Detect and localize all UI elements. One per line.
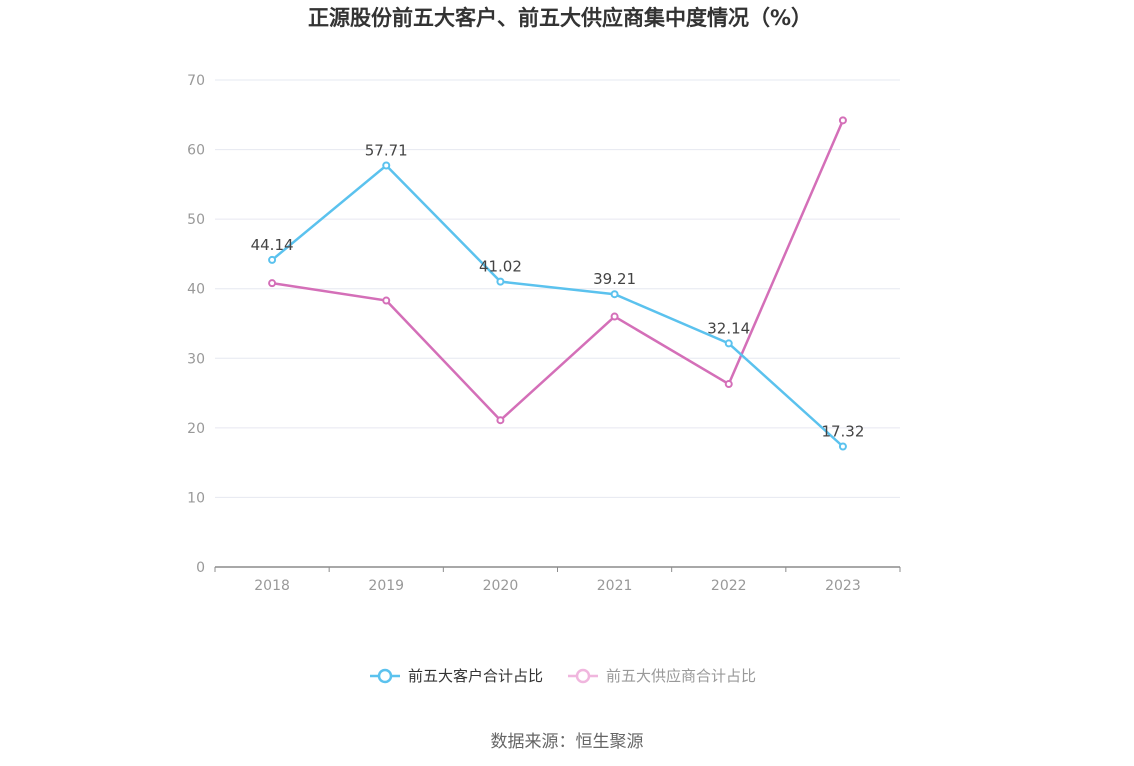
legend-marker bbox=[377, 668, 393, 684]
data-labels: 44.14 57.71 41.02 39.21 32.14 17.32 bbox=[251, 142, 865, 441]
chart-title: 正源股份前五大客户、前五大供应商集中度情况（%） bbox=[308, 6, 812, 30]
x-tick-label: 2021 bbox=[597, 578, 633, 594]
x-tick-label: 2022 bbox=[711, 578, 747, 594]
data-point[interactable] bbox=[382, 161, 391, 170]
y-tick-label: 20 bbox=[187, 421, 205, 437]
x-tick-label: 2020 bbox=[483, 578, 519, 594]
data-label: 57.71 bbox=[365, 142, 408, 160]
y-tick-label: 50 bbox=[187, 212, 205, 228]
legend[interactable]: 前五大客户合计占比 前五大供应商合计占比 bbox=[370, 667, 756, 685]
data-point[interactable] bbox=[268, 279, 277, 288]
y-tick-label: 0 bbox=[196, 560, 205, 576]
data-label: 41.02 bbox=[479, 258, 522, 276]
data-point[interactable] bbox=[496, 277, 505, 286]
axes: 0 10 20 30 40 50 60 70 2018 2019 2020 2021 2022 2023 bbox=[187, 73, 901, 594]
y-tick-label: 10 bbox=[187, 490, 205, 506]
data-point[interactable] bbox=[382, 296, 391, 305]
data-point[interactable] bbox=[838, 442, 847, 451]
data-label: 39.21 bbox=[593, 270, 636, 288]
legend-item-0[interactable]: 前五大客户合计占比 bbox=[370, 667, 543, 685]
y-tick-label: 40 bbox=[187, 282, 205, 298]
data-point[interactable] bbox=[610, 290, 619, 299]
series-lines bbox=[268, 116, 847, 451]
data-point[interactable] bbox=[724, 339, 733, 348]
legend-label: 前五大供应商合计占比 bbox=[606, 667, 756, 685]
data-label: 17.32 bbox=[821, 423, 864, 441]
data-point[interactable] bbox=[724, 380, 733, 389]
data-source: 数据来源：恒生聚源 bbox=[491, 732, 644, 752]
data-point[interactable] bbox=[496, 416, 505, 425]
data-label: 32.14 bbox=[707, 319, 750, 337]
legend-marker bbox=[575, 668, 591, 684]
y-tick-label: 60 bbox=[187, 143, 205, 159]
x-tick-label: 2019 bbox=[368, 578, 404, 594]
data-point[interactable] bbox=[268, 255, 277, 264]
legend-label: 前五大客户合计占比 bbox=[408, 667, 543, 685]
data-point[interactable] bbox=[610, 312, 619, 321]
y-tick-label: 70 bbox=[187, 73, 205, 89]
x-tick-label: 2018 bbox=[254, 578, 290, 594]
data-point[interactable] bbox=[838, 116, 847, 125]
y-tick-label: 30 bbox=[187, 351, 205, 367]
series-line-0 bbox=[271, 164, 844, 448]
series-line-1 bbox=[271, 119, 845, 422]
legend-item-1[interactable]: 前五大供应商合计占比 bbox=[568, 667, 756, 685]
data-label: 44.14 bbox=[251, 236, 294, 254]
x-tick-label: 2023 bbox=[825, 578, 861, 594]
grid-lines bbox=[215, 79, 900, 498]
